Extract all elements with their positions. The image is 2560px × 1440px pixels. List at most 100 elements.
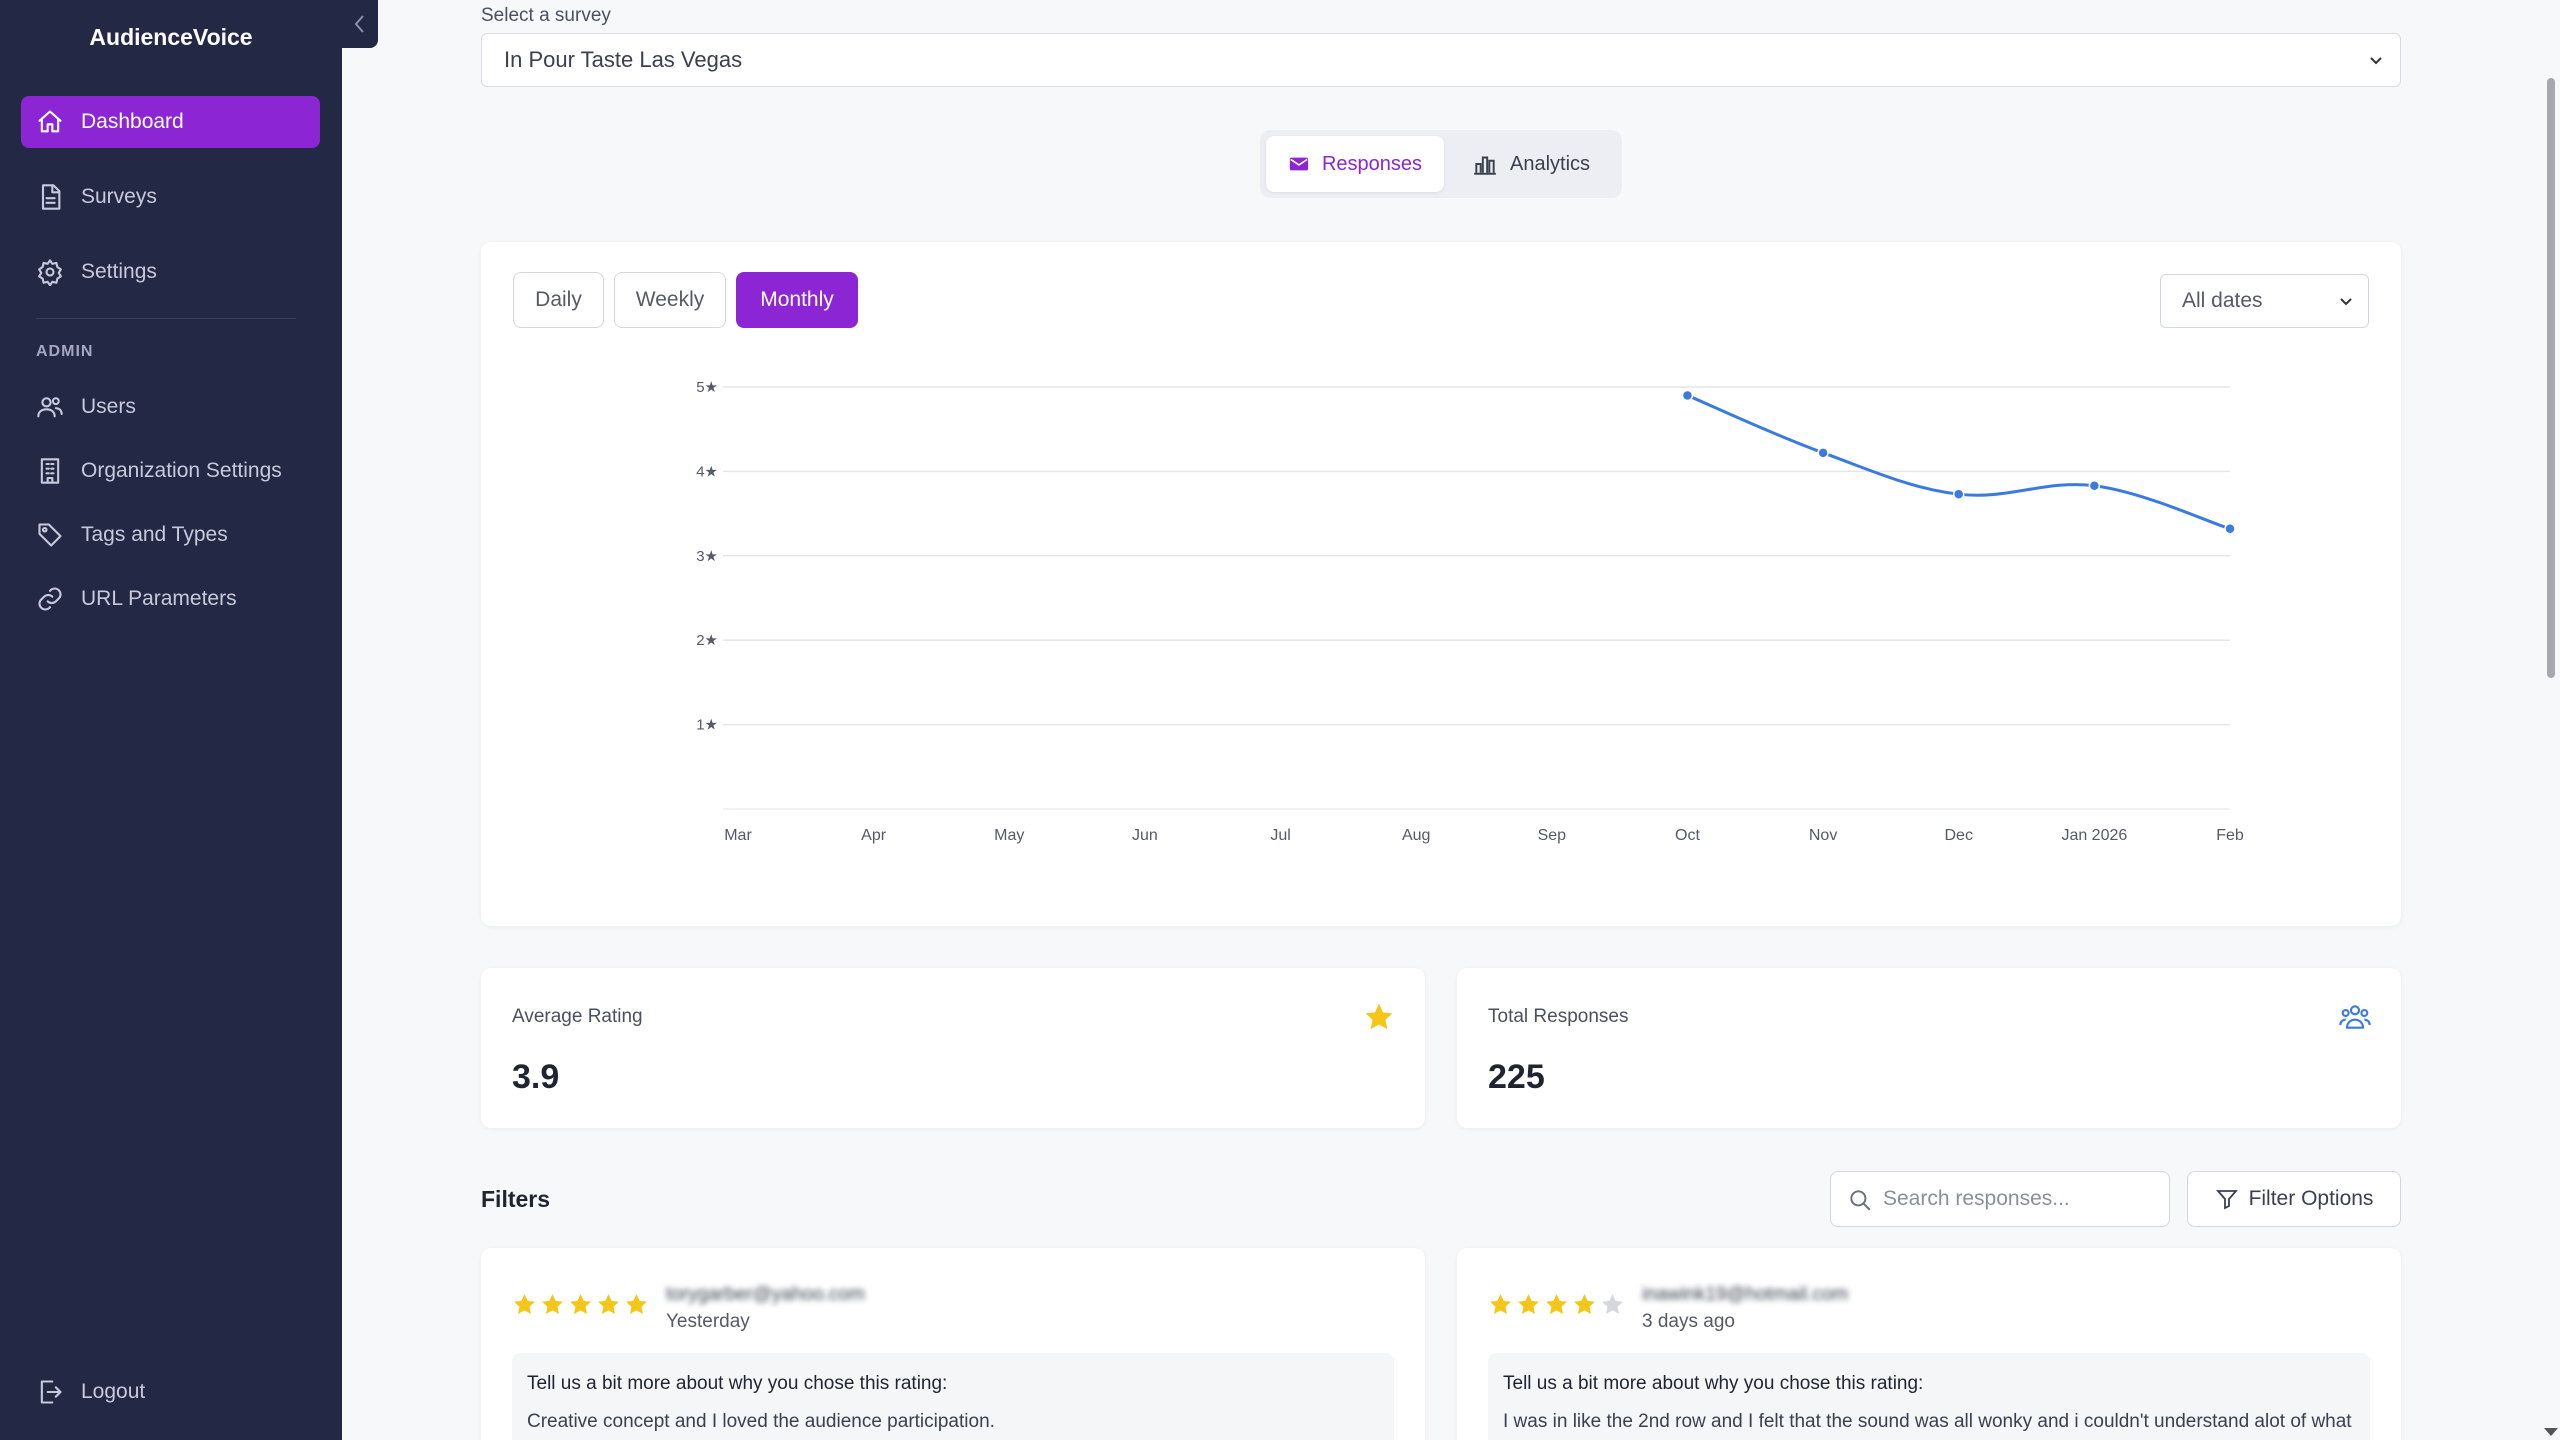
link-icon bbox=[35, 584, 65, 614]
x-tick-label: May bbox=[994, 827, 1024, 844]
star-icon bbox=[514, 1294, 535, 1314]
x-tick-label: Jun bbox=[1132, 827, 1158, 844]
rating-data-point[interactable] bbox=[1952, 488, 1965, 500]
rating-stars bbox=[512, 1292, 649, 1317]
respondent-email: inawink19@hotmail.com bbox=[1642, 1284, 1849, 1305]
respondent-email: torygarber@yahoo.com bbox=[666, 1284, 865, 1305]
response-question: Tell us a bit more about why you chose t… bbox=[1503, 1373, 1924, 1394]
x-tick-label: Mar bbox=[724, 827, 752, 844]
sidebar: AudienceVoice Dashboard Surveys Settings… bbox=[0, 0, 342, 1440]
star-icon bbox=[1546, 1294, 1567, 1314]
tag-icon bbox=[35, 520, 65, 550]
date-range-select[interactable]: All dates bbox=[2160, 274, 2369, 328]
x-tick-label: Oct bbox=[1675, 827, 1700, 844]
bar-chart-icon bbox=[1474, 156, 1496, 175]
total-responses-label: Total Responses bbox=[1488, 1006, 1629, 1027]
survey-select-value: In Pour Taste Las Vegas bbox=[504, 47, 743, 72]
scroll-down-arrow[interactable] bbox=[2544, 1428, 2558, 1436]
x-tick-label: Dec bbox=[1945, 827, 1973, 844]
sidebar-item-tags-and-types[interactable]: Tags and Types bbox=[21, 509, 320, 561]
y-tick-label: 1★ bbox=[696, 717, 718, 734]
sidebar-item-url-parameters[interactable]: URL Parameters bbox=[21, 573, 320, 625]
x-tick-label: Jul bbox=[1270, 827, 1290, 844]
sidebar-item-dashboard[interactable]: Dashboard bbox=[21, 96, 320, 148]
star-icon bbox=[1574, 1294, 1595, 1314]
logout-icon bbox=[35, 1377, 65, 1407]
brand-logo: AudienceVoice bbox=[89, 24, 253, 50]
period-label: Daily bbox=[535, 288, 582, 311]
response-answer-block: Tell us a bit more about why you chose t… bbox=[512, 1353, 1394, 1440]
logout-button[interactable]: Logout bbox=[21, 1366, 320, 1418]
tab-label: Analytics bbox=[1510, 152, 1591, 175]
y-tick-label: 5★ bbox=[696, 379, 718, 396]
envelope-icon bbox=[1289, 157, 1309, 171]
survey-select[interactable]: In Pour Taste Las Vegas bbox=[481, 33, 2401, 87]
tab-analytics[interactable]: Analytics bbox=[1450, 136, 1612, 192]
period-daily-button[interactable]: Daily bbox=[513, 272, 604, 328]
chevron-left-icon bbox=[354, 15, 364, 33]
star-icon bbox=[1365, 1003, 1393, 1030]
search-placeholder: Search responses... bbox=[1883, 1187, 2070, 1210]
collapse-sidebar-button[interactable] bbox=[342, 0, 378, 48]
x-tick-label: Feb bbox=[2216, 827, 2244, 844]
filter-icon bbox=[2215, 1190, 2238, 1210]
gear-icon bbox=[35, 257, 65, 287]
average-rating-card: Average Rating 3.9 bbox=[481, 968, 1425, 1128]
sidebar-item-label: URL Parameters bbox=[81, 587, 237, 610]
filters-title: Filters bbox=[481, 1186, 551, 1212]
building-icon bbox=[35, 456, 65, 486]
x-tick-label: Sep bbox=[1538, 827, 1567, 844]
x-tick-label: Apr bbox=[861, 827, 887, 844]
rating-data-point[interactable] bbox=[2088, 479, 2101, 492]
rating-data-point[interactable] bbox=[1681, 389, 1694, 402]
sidebar-item-label: Organization Settings bbox=[81, 459, 282, 482]
sidebar-item-label: Tags and Types bbox=[81, 523, 228, 546]
rating-data-point[interactable] bbox=[2224, 523, 2236, 535]
y-tick-label: 4★ bbox=[696, 463, 718, 480]
response-card[interactable]: inawink19@hotmail.com 3 days ago Tell us… bbox=[1457, 1248, 2401, 1440]
survey-select-label: Select a survey bbox=[481, 5, 611, 26]
x-tick-label: Aug bbox=[1402, 827, 1430, 844]
sidebar-item-label: Users bbox=[81, 395, 136, 418]
x-tick-label: Nov bbox=[1809, 827, 1837, 844]
response-answer-block: Tell us a bit more about why you chose t… bbox=[1488, 1353, 2370, 1440]
star-icon bbox=[542, 1294, 563, 1314]
total-responses-card: Total Responses 225 bbox=[1457, 968, 2401, 1128]
date-range-value: All dates bbox=[2182, 289, 2263, 312]
period-label: Weekly bbox=[635, 288, 705, 311]
period-monthly-button[interactable]: Monthly bbox=[736, 272, 858, 328]
chevron-down-icon bbox=[2370, 57, 2382, 65]
sidebar-item-settings[interactable]: Settings bbox=[21, 246, 320, 298]
period-label: Monthly bbox=[760, 288, 834, 311]
scrollbar-thumb[interactable] bbox=[2547, 78, 2555, 678]
response-card[interactable]: torygarber@yahoo.com Yesterday Tell us a… bbox=[481, 1248, 1425, 1440]
admin-section-label: ADMIN bbox=[36, 343, 94, 360]
sidebar-item-label: Dashboard bbox=[81, 110, 184, 133]
average-rating-value: 3.9 bbox=[512, 1058, 560, 1096]
users-icon bbox=[35, 392, 65, 422]
star-icon bbox=[570, 1294, 591, 1314]
users-icon bbox=[2339, 1005, 2371, 1029]
document-icon bbox=[35, 182, 65, 212]
sidebar-item-users[interactable]: Users bbox=[21, 381, 320, 433]
star-icon bbox=[1602, 1294, 1623, 1314]
sidebar-item-surveys[interactable]: Surveys bbox=[21, 171, 320, 223]
x-tick-label: Jan 2026 bbox=[2061, 827, 2127, 844]
y-tick-label: 2★ bbox=[696, 632, 718, 649]
home-icon bbox=[35, 107, 65, 137]
response-question: Tell us a bit more about why you chose t… bbox=[527, 1373, 948, 1394]
page-scrollbar[interactable] bbox=[2542, 0, 2560, 1440]
rating-data-point[interactable] bbox=[1817, 447, 1829, 459]
period-weekly-button[interactable]: Weekly bbox=[614, 272, 726, 328]
tab-responses[interactable]: Responses bbox=[1266, 136, 1444, 192]
response-answer: Creative concept and I loved the audienc… bbox=[527, 1411, 995, 1432]
logout-label: Logout bbox=[81, 1380, 146, 1403]
sidebar-item-label: Surveys bbox=[81, 185, 157, 208]
tab-label: Responses bbox=[1321, 152, 1422, 175]
sidebar-item-organization-settings[interactable]: Organization Settings bbox=[21, 445, 320, 497]
search-responses-input[interactable]: Search responses... bbox=[1830, 1171, 2170, 1227]
total-responses-value: 225 bbox=[1488, 1058, 1545, 1096]
filter-options-button[interactable]: Filter Options bbox=[2187, 1171, 2401, 1227]
response-answer: I was in like the 2nd row and I felt tha… bbox=[1503, 1411, 2352, 1432]
sidebar-divider bbox=[36, 318, 296, 319]
